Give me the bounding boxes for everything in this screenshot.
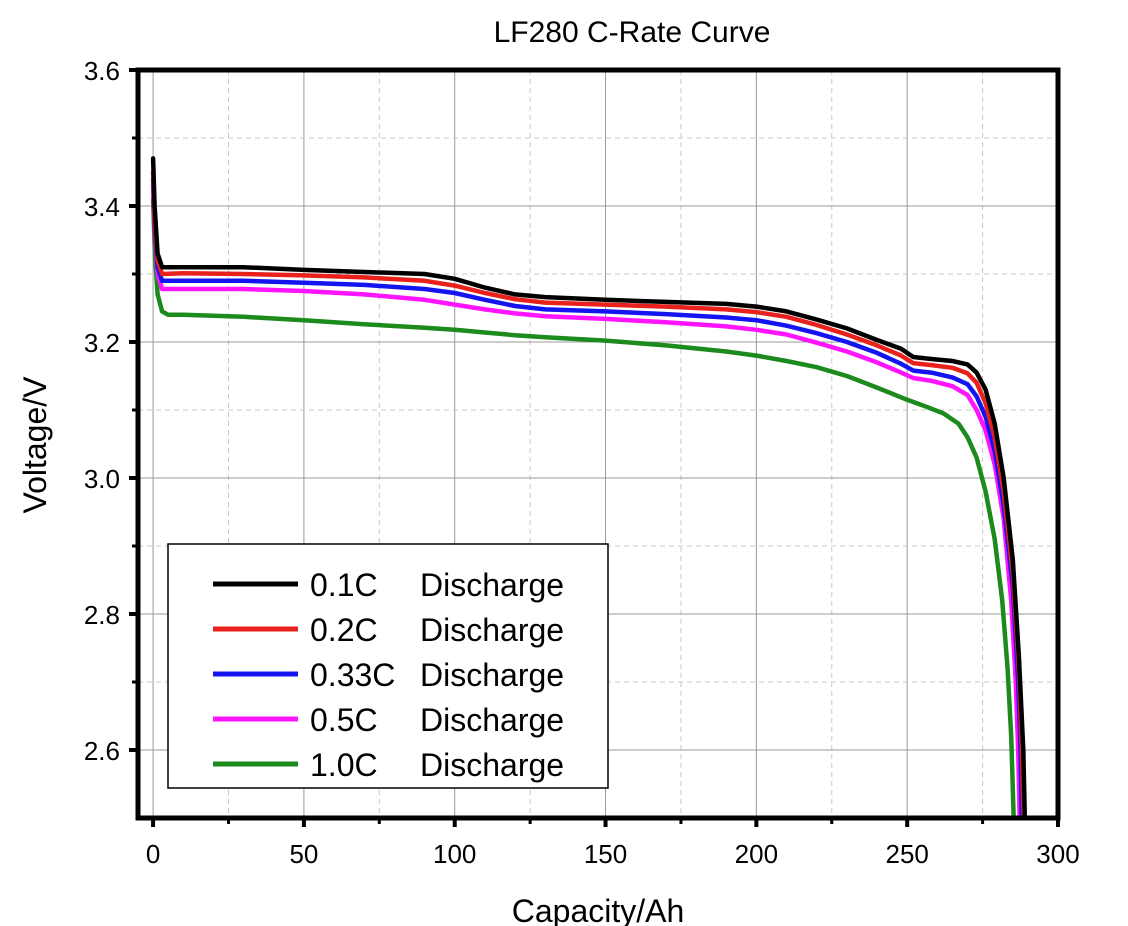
series-line-0-2c	[150, 169, 1026, 818]
chart-title: LF280 C-Rate Curve	[494, 16, 771, 49]
legend-suffix: Discharge	[420, 657, 564, 693]
legend-label: 0.5C	[310, 702, 378, 738]
series-line-0-33c	[150, 176, 1025, 818]
x-tick-label: 0	[146, 839, 160, 869]
legend-label: 1.0C	[310, 747, 378, 783]
legend-label: 0.1C	[310, 567, 378, 603]
x-tick-label: 200	[735, 839, 778, 869]
legend-suffix: Discharge	[420, 702, 564, 738]
x-axis-label: Capacity/Ah	[512, 893, 685, 926]
plot-frame	[135, 67, 1061, 821]
y-axis-label: Voltage/V	[17, 376, 53, 514]
legend-suffix: Discharge	[420, 612, 564, 648]
legend-suffix: Discharge	[420, 747, 564, 783]
series-line-0-1c	[150, 156, 1028, 818]
x-tick-label: 150	[584, 839, 627, 869]
y-tick-label: 3.2	[84, 328, 120, 358]
legend-label: 0.2C	[310, 612, 378, 648]
legend-label: 0.33C	[310, 657, 395, 693]
axis-ticks: 0 50 100 150 200 250 300 2.6 2.8 3.0 3.2 3.4 3.6	[84, 56, 1080, 869]
x-tick-label: 250	[885, 839, 928, 869]
y-tick-label: 3.6	[84, 56, 120, 86]
x-tick-label: 100	[433, 839, 476, 869]
y-tick-label: 2.6	[84, 736, 120, 766]
legend-suffix: Discharge	[420, 567, 564, 603]
x-tick-label: 300	[1036, 839, 1079, 869]
y-tick-label: 2.8	[84, 600, 120, 630]
y-tick-label: 3.4	[84, 192, 120, 222]
series-layer	[150, 156, 1028, 818]
series-line-1-0c	[150, 196, 1016, 818]
y-tick-label: 3.0	[84, 464, 120, 494]
series-line-0-5c	[150, 183, 1022, 818]
legend: 0.1C Discharge 0.2C Discharge 0.33C Discharge…	[167, 543, 609, 789]
x-tick-label: 50	[289, 839, 318, 869]
